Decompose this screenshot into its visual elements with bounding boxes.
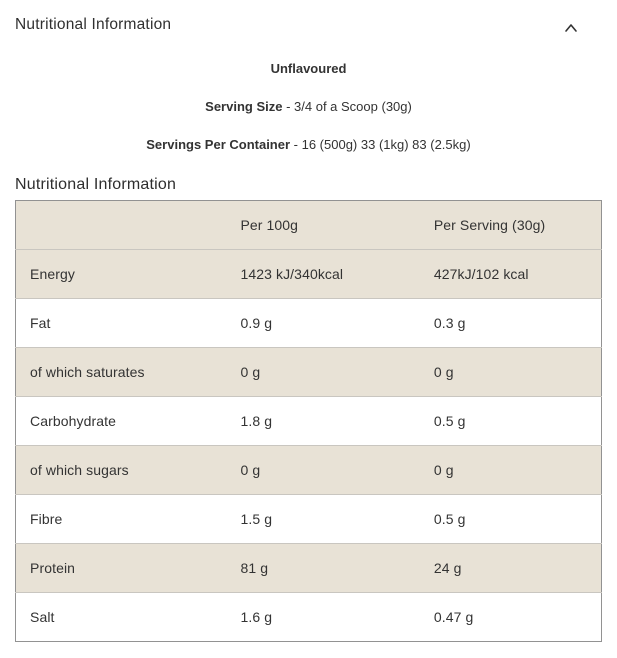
header-cell-nutrient xyxy=(16,201,227,250)
per-100g-cell: 1.5 g xyxy=(240,511,273,527)
row-label-cell: of which sugars xyxy=(30,462,129,478)
nutrition-table-body: Energy 1423 kJ/340kcal 427kJ/102 kcal Fat 0.… xyxy=(15,249,602,642)
table-row: Protein 81 g 24 g xyxy=(15,543,602,593)
per-serving-cell: 0.47 g xyxy=(433,609,474,625)
section-title: Nutritional Information xyxy=(15,176,177,193)
per-serving-cell: 0 g xyxy=(433,364,454,380)
serving-size-label: Serving Size xyxy=(205,99,283,114)
per-serving-cell: 24 g xyxy=(433,560,462,576)
serving-size-line: Serving Size - 3/4 of a Scoop (30g) xyxy=(15,100,602,113)
per-serving-cell: 0 g xyxy=(433,462,454,478)
per-100g-cell: 1423 kJ/340kcal xyxy=(240,266,344,282)
per-100g-cell: 1.6 g xyxy=(240,609,273,625)
table-row: Energy 1423 kJ/340kcal 427kJ/102 kcal xyxy=(15,249,602,299)
row-label-cell: of which saturates xyxy=(30,364,145,380)
nutrition-panel: Nutritional Information Unflavoured Serv… xyxy=(15,0,602,642)
header-row: Per 100g Per Serving (30g) xyxy=(15,200,602,250)
nutrition-table-header: Per 100g Per Serving (30g) xyxy=(15,200,602,250)
servings-per-container-line: Servings Per Container - 16 (500g) 33 (1… xyxy=(15,138,602,151)
row-label-cell: Energy xyxy=(30,266,75,282)
row-label-cell: Fibre xyxy=(30,511,63,527)
per-100g-cell: 1.8 g xyxy=(240,413,273,429)
flavour-line: Unflavoured xyxy=(15,62,602,75)
per-100g-cell: 0.9 g xyxy=(240,315,273,331)
header-cell-per-serving: Per Serving (30g) xyxy=(433,217,546,233)
table-row: Fat 0.9 g 0.3 g xyxy=(15,298,602,348)
table-row: of which saturates 0 g 0 g xyxy=(15,347,602,397)
row-label-cell: Carbohydrate xyxy=(30,413,117,429)
accordion-header-nutritional-information[interactable]: Nutritional Information xyxy=(15,0,602,34)
table-row: Salt 1.6 g 0.47 g xyxy=(15,592,602,642)
row-label-cell: Protein xyxy=(30,560,76,576)
servings-per-container-value: - 16 (500g) 33 (1kg) 83 (2.5kg) xyxy=(293,137,471,152)
header-cell-per-100g: Per 100g xyxy=(240,217,299,233)
row-label-cell: Salt xyxy=(30,609,55,625)
per-100g-cell: 0 g xyxy=(240,462,261,478)
row-label-cell: Fat xyxy=(30,315,51,331)
table-row: Carbohydrate 1.8 g 0.5 g xyxy=(15,396,602,446)
flavour-name: Unflavoured xyxy=(270,61,347,76)
nutrition-table: Per 100g Per Serving (30g) Energy 1423 kJ… xyxy=(15,200,602,642)
table-row: Fibre 1.5 g 0.5 g xyxy=(15,494,602,544)
servings-per-container-label: Servings Per Container xyxy=(146,137,291,152)
accordion-title: Nutritional Information xyxy=(15,16,172,33)
table-row: of which sugars 0 g 0 g xyxy=(15,445,602,495)
per-100g-cell: 81 g xyxy=(240,560,269,576)
per-serving-cell: 0.5 g xyxy=(433,413,466,429)
per-serving-cell: 0.3 g xyxy=(433,315,466,331)
per-100g-cell: 0 g xyxy=(240,364,261,380)
per-serving-cell: 427kJ/102 kcal xyxy=(433,266,529,282)
serving-size-value: - 3/4 of a Scoop (30g) xyxy=(286,99,412,114)
chevron-up-icon[interactable] xyxy=(564,20,578,32)
per-serving-cell: 0.5 g xyxy=(433,511,466,527)
serving-info: Unflavoured Serving Size - 3/4 of a Scoo… xyxy=(15,62,602,151)
